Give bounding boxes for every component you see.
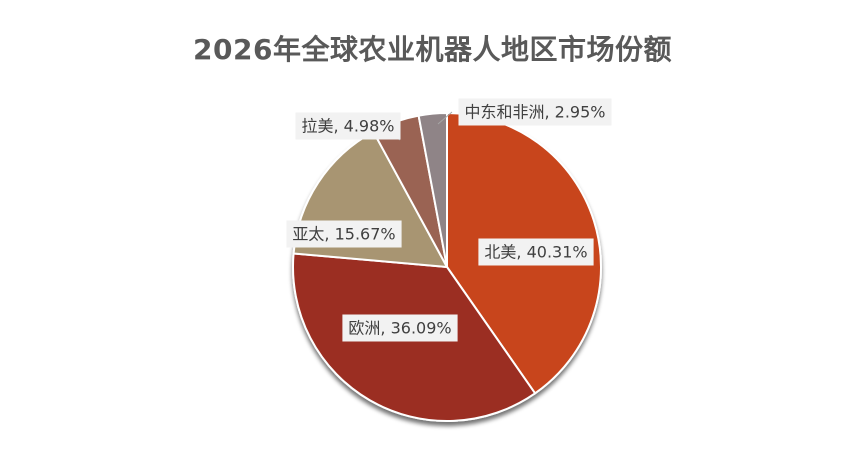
pie-outline [292, 112, 602, 422]
data-label-text-3: 拉美, 4.98% [301, 117, 394, 136]
data-label-text-1: 欧洲, 36.09% [348, 319, 451, 338]
pie-labels: 北美, 40.31% 欧洲, 36.09% 亚太, 15.67% 拉美, 4.98% 中… [286, 98, 612, 342]
data-label-2: 亚太, 15.67% [286, 220, 402, 248]
data-label-text-4: 中东和非洲, 2.95% [464, 103, 605, 122]
data-label-1: 欧洲, 36.09% [342, 314, 458, 342]
pie-slices [292, 111, 602, 422]
data-label-text-2: 亚太, 15.67% [292, 225, 395, 244]
data-label-bg-1 [342, 314, 458, 342]
data-label-3: 拉美, 4.98% [295, 112, 401, 140]
data-label-bg-3 [295, 112, 401, 140]
data-label-bg-2 [286, 220, 402, 248]
data-label-bg-4 [458, 98, 612, 126]
data-label-4: 中东和非洲, 2.95% [458, 98, 612, 126]
data-label-bg-0 [478, 238, 594, 266]
leader-line-4 [437, 111, 453, 125]
data-label-0: 北美, 40.31% [478, 238, 594, 266]
data-label-text-0: 北美, 40.31% [484, 243, 587, 262]
chart-title: 2026年全球农业机器人地区市场份额 [193, 33, 672, 66]
